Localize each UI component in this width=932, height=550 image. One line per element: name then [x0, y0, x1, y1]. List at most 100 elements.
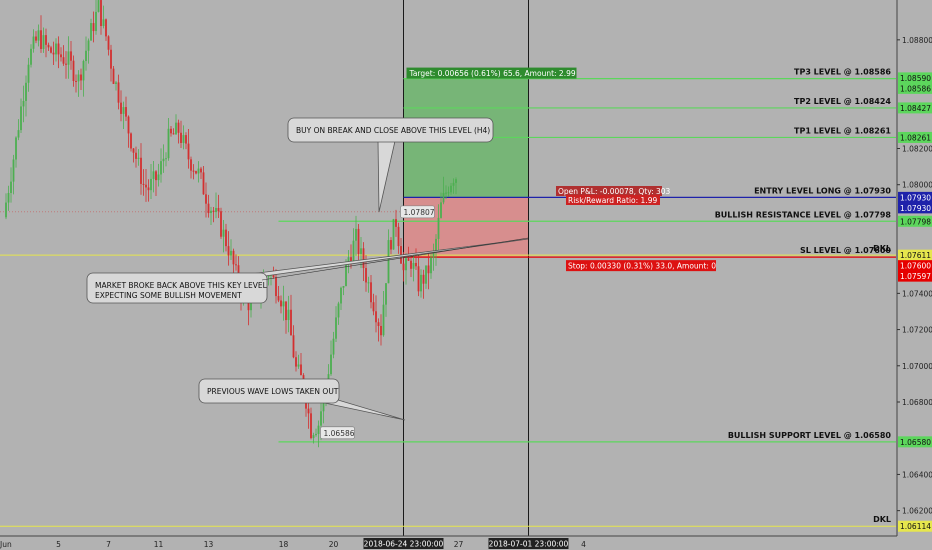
price-label: 1.07807 [404, 208, 435, 217]
candle-body [45, 35, 47, 45]
candle-body [85, 50, 87, 62]
candle-body [182, 135, 185, 143]
candle-body [65, 63, 67, 65]
candle-body [370, 282, 372, 303]
candle-body [72, 60, 75, 81]
candle-body [360, 248, 362, 254]
y-tick-label: 1.08200 [902, 144, 932, 153]
x-tick-label: 20 [329, 540, 339, 549]
candle-body [267, 275, 270, 277]
candle-body [165, 158, 167, 160]
candle-body [155, 171, 157, 181]
candle-body [222, 229, 225, 237]
annotation-market-broke-text: EXPECTING SOME BULLISH MOVEMENT [95, 291, 242, 300]
candle-body [147, 187, 150, 191]
candle-body [167, 128, 170, 159]
open-pnl-box [556, 186, 662, 196]
candle-body [345, 264, 347, 286]
candle-body [107, 36, 110, 50]
candle-body [310, 413, 312, 439]
candle-body [145, 184, 147, 188]
level-label: ENTRY LEVEL LONG @ 1.07930 [754, 186, 891, 195]
candle-body [300, 364, 302, 376]
y-tick-label: 1.07400 [902, 289, 932, 298]
candle-body [377, 322, 380, 326]
candle-body [290, 309, 292, 336]
candle-body [292, 335, 295, 358]
annotation-market-broke-text: MARKET BROKE BACK ABOVE THIS KEY LEVEL [95, 281, 268, 290]
candle-body [435, 238, 437, 253]
x-tick-label: 7 [106, 540, 111, 549]
dkl-label: DKL [873, 515, 891, 524]
candle-body [90, 23, 92, 41]
candle-body [112, 68, 115, 84]
candle-body [7, 192, 10, 203]
candle-body [405, 258, 407, 271]
risk-reward-box [566, 195, 660, 205]
axis-price-tag-box [898, 270, 932, 282]
candle-body [170, 128, 172, 134]
candle-body [62, 57, 65, 64]
candle-body [47, 44, 50, 48]
candle-body [287, 309, 290, 321]
candle-body [367, 282, 370, 284]
candle-body [335, 317, 337, 339]
axis-price-tag: 1.07611 [900, 251, 931, 260]
candle-body [125, 107, 127, 117]
candle-body [340, 287, 342, 304]
candle-body [205, 194, 207, 204]
candle-body [132, 148, 135, 153]
price-label-box [320, 426, 355, 440]
candle-body [432, 252, 435, 258]
candle-body [15, 137, 17, 160]
candle-body [127, 116, 130, 134]
price-label-box [400, 205, 435, 219]
candle-body [197, 168, 200, 174]
y-tick-label: 1.06200 [902, 507, 932, 516]
candle-body [365, 268, 367, 283]
y-tick-label: 1.06400 [902, 470, 932, 479]
candle-body [390, 240, 392, 250]
candle-body [140, 157, 142, 184]
candle-body [227, 246, 230, 256]
candle-body [160, 161, 162, 175]
x-tick-label: 13 [204, 540, 214, 549]
candle-body [430, 257, 432, 274]
stop-label-box [566, 260, 716, 272]
candle-body [212, 210, 215, 213]
candle-body [122, 107, 125, 114]
candle-body [195, 171, 197, 174]
axis-price-tag-box [898, 202, 932, 214]
candle-body [115, 82, 117, 84]
axis-price-tag-box [898, 249, 932, 261]
candle-body [232, 250, 235, 265]
candle-body [42, 35, 45, 49]
x-tick-label: 18 [279, 540, 289, 549]
candle-body [330, 354, 332, 375]
x-tick-label: 27 [454, 540, 464, 549]
candle-body [422, 274, 425, 284]
candle-body [235, 264, 237, 266]
level-label: BULLISH RESISTANCE LEVEL @ 1.07798 [715, 210, 892, 219]
axis-price-tag-box [898, 102, 932, 114]
candle-body [225, 229, 227, 247]
candle-body [5, 202, 7, 218]
axis-price-tag: 1.08590 [900, 74, 931, 83]
candle-body [92, 23, 95, 32]
candle-body [137, 157, 140, 159]
candle-body [417, 266, 420, 292]
x-highlight-tick-label: 2018-07-01 23:00:00 [489, 540, 569, 549]
candle-body [70, 51, 72, 61]
candle-body [192, 170, 195, 172]
axis-price-tag-box [898, 131, 932, 143]
candle-body [80, 74, 82, 81]
axis-price-tag: 1.08427 [900, 104, 931, 113]
axis-price-tag: 1.06114 [900, 522, 931, 531]
axis-price-tag-box [898, 72, 932, 84]
candle-body [420, 274, 422, 292]
axis-price-tag: 1.08261 [900, 133, 931, 142]
candle-body [55, 43, 57, 55]
candle-body [57, 43, 60, 55]
candle-body [207, 203, 210, 214]
